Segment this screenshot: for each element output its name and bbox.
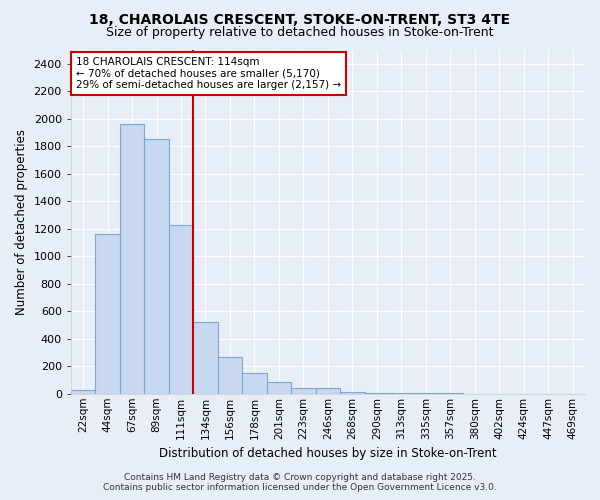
- Bar: [169, 224, 193, 394]
- Bar: [144, 140, 169, 394]
- Bar: [291, 388, 316, 394]
- Bar: [365, 393, 389, 394]
- Bar: [120, 124, 144, 394]
- Text: 18 CHAROLAIS CRESCENT: 114sqm
← 70% of detached houses are smaller (5,170)
29% o: 18 CHAROLAIS CRESCENT: 114sqm ← 70% of d…: [76, 57, 341, 90]
- Bar: [267, 382, 291, 394]
- Bar: [218, 356, 242, 394]
- Text: Contains HM Land Registry data © Crown copyright and database right 2025.
Contai: Contains HM Land Registry data © Crown c…: [103, 473, 497, 492]
- Text: 18, CHAROLAIS CRESCENT, STOKE-ON-TRENT, ST3 4TE: 18, CHAROLAIS CRESCENT, STOKE-ON-TRENT, …: [89, 12, 511, 26]
- Bar: [71, 390, 95, 394]
- Text: Size of property relative to detached houses in Stoke-on-Trent: Size of property relative to detached ho…: [106, 26, 494, 39]
- Bar: [242, 373, 267, 394]
- Bar: [95, 234, 120, 394]
- Bar: [340, 392, 365, 394]
- Bar: [193, 322, 218, 394]
- Bar: [316, 388, 340, 394]
- X-axis label: Distribution of detached houses by size in Stoke-on-Trent: Distribution of detached houses by size …: [159, 447, 497, 460]
- Y-axis label: Number of detached properties: Number of detached properties: [15, 129, 28, 315]
